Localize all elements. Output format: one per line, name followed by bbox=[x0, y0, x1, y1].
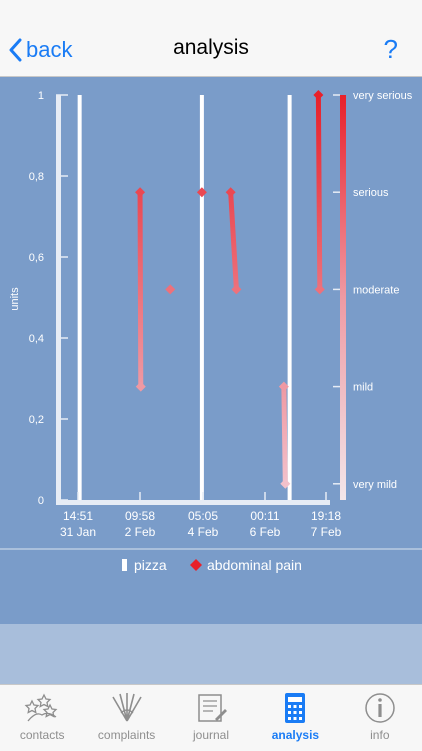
pain-line bbox=[137, 189, 144, 390]
y-tick-label: 0 bbox=[38, 495, 44, 507]
pizza-bar bbox=[287, 95, 292, 500]
pain-point bbox=[225, 187, 236, 198]
x-tick-date: 7 Feb bbox=[311, 525, 342, 539]
empty-panel bbox=[0, 624, 422, 684]
tab-bar: contacts complaints journal bbox=[0, 684, 422, 751]
plot-background bbox=[0, 77, 422, 547]
chart-area: 0 0,2 0,4 0,6 0,8 1 units very mild mild moderate… bbox=[0, 77, 422, 624]
pizza-bar bbox=[199, 95, 204, 500]
contacts-icon bbox=[24, 693, 58, 722]
x-tick-time: 14:51 bbox=[63, 509, 93, 523]
pain-point bbox=[314, 284, 325, 295]
complaints-icon bbox=[111, 693, 142, 722]
tab-label: analysis bbox=[271, 728, 320, 742]
navigation-bar: back analysis ? bbox=[0, 24, 422, 77]
y-tick-label: 0,6 bbox=[29, 252, 44, 264]
legend-pain-swatch bbox=[190, 559, 202, 571]
journal-icon bbox=[198, 694, 228, 722]
pain-point bbox=[313, 90, 324, 100]
y-tick-label: 0,2 bbox=[29, 414, 44, 426]
legend-pizza-label: pizza bbox=[134, 557, 167, 573]
tab-label: journal bbox=[193, 728, 230, 742]
pizza-bar bbox=[77, 95, 82, 500]
pain-point bbox=[165, 284, 176, 295]
tab-complaints[interactable]: complaints bbox=[84, 685, 168, 751]
x-axis-line bbox=[56, 500, 330, 505]
tab-label: complaints bbox=[97, 728, 156, 742]
x-tick-time: 19:18 bbox=[311, 509, 341, 523]
help-button[interactable]: ? bbox=[383, 34, 398, 64]
pain-point bbox=[278, 381, 289, 392]
tab-label: info bbox=[370, 728, 390, 742]
x-tick-date: 2 Feb bbox=[125, 525, 156, 539]
severity-label: very mild bbox=[353, 479, 397, 491]
y-axis-line bbox=[56, 95, 61, 503]
x-tick-time: 09:58 bbox=[125, 509, 155, 523]
tab-label: contacts bbox=[19, 728, 65, 742]
chevron-left-icon bbox=[9, 38, 22, 62]
severity-scale-bar bbox=[340, 95, 346, 500]
back-label: back bbox=[26, 37, 73, 62]
analysis-icon bbox=[285, 693, 306, 723]
y-tick-label: 0,4 bbox=[29, 333, 44, 345]
pain-line bbox=[228, 189, 239, 292]
info-icon bbox=[365, 693, 395, 723]
analysis-chart: 0 0,2 0,4 0,6 0,8 1 units very mild mild moderate… bbox=[0, 77, 422, 573]
severity-label: serious bbox=[353, 187, 389, 199]
severity-label: very serious bbox=[353, 90, 413, 102]
tab-journal[interactable]: journal bbox=[169, 685, 253, 751]
x-tick-time: 00:11 bbox=[250, 509, 279, 523]
legend-pizza-swatch bbox=[122, 559, 127, 571]
back-button[interactable]: back bbox=[8, 34, 72, 66]
pain-line bbox=[281, 384, 288, 487]
status-bar bbox=[0, 0, 422, 24]
y-tick-label: 0,8 bbox=[29, 171, 44, 183]
pain-point bbox=[135, 381, 146, 392]
pain-point bbox=[196, 187, 207, 198]
pain-point bbox=[135, 187, 146, 198]
x-tick-time: 05:05 bbox=[188, 509, 218, 523]
page-title: analysis bbox=[173, 36, 249, 59]
y-axis-label: units bbox=[9, 287, 21, 311]
pain-point bbox=[231, 284, 242, 295]
pain-line bbox=[315, 92, 323, 292]
severity-label: mild bbox=[353, 382, 373, 394]
y-tick-label: 1 bbox=[38, 90, 44, 102]
x-tick-date: 4 Feb bbox=[188, 525, 219, 539]
legend-pain-label: abdominal pain bbox=[207, 557, 302, 573]
x-tick-date: 6 Feb bbox=[250, 525, 281, 539]
pain-point bbox=[280, 478, 291, 489]
tab-info[interactable]: info bbox=[338, 685, 422, 751]
x-tick-date: 31 Jan bbox=[60, 525, 96, 539]
tab-analysis[interactable]: analysis bbox=[253, 685, 337, 751]
tab-contacts[interactable]: contacts bbox=[0, 685, 84, 751]
severity-label: moderate bbox=[353, 284, 399, 296]
